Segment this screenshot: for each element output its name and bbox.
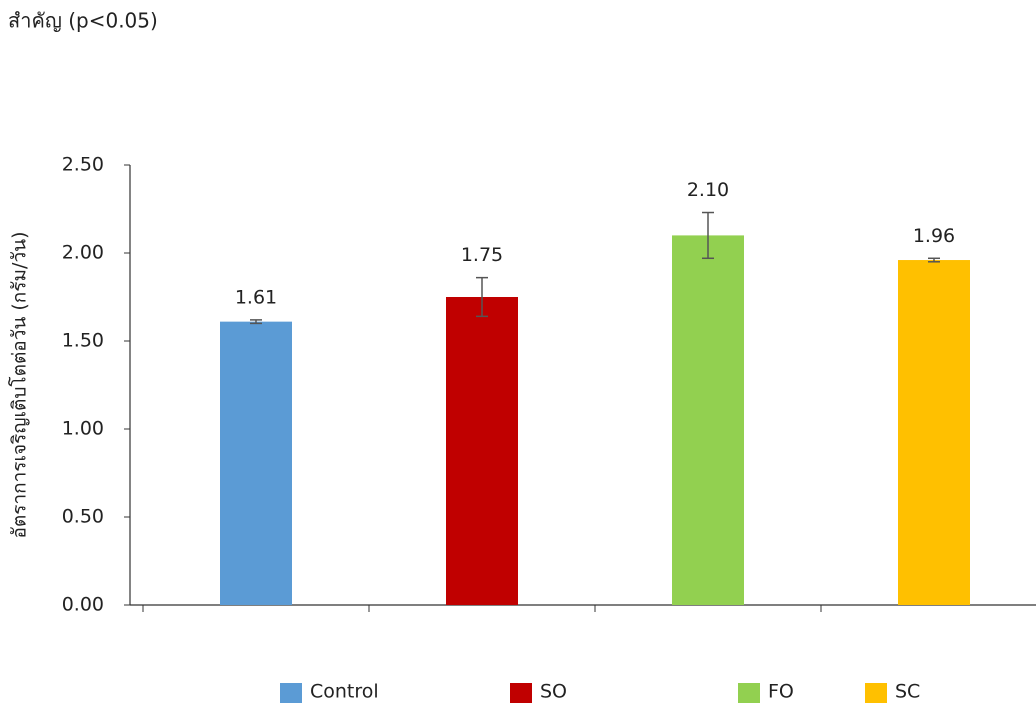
y-tick-label: 0.00 xyxy=(62,594,104,616)
bar xyxy=(446,297,518,605)
legend-label: SO xyxy=(540,681,567,703)
y-tick-label: 2.50 xyxy=(62,154,104,176)
y-tick-label: 1.00 xyxy=(62,418,104,440)
data-label: 2.10 xyxy=(687,179,729,201)
caption: สำคัญ (p<0.05) xyxy=(8,9,158,33)
legend-swatch xyxy=(280,683,302,703)
y-tick-label: 1.50 xyxy=(62,330,104,352)
legend-swatch xyxy=(510,683,532,703)
data-label: 1.75 xyxy=(461,244,503,266)
bar xyxy=(898,260,970,605)
data-label: 1.61 xyxy=(235,286,277,308)
bar xyxy=(220,321,292,605)
bar xyxy=(672,235,744,605)
legend-label: FO xyxy=(768,681,794,703)
legend-swatch xyxy=(865,683,887,703)
y-axis-label: อัตราการเจริญเติบโตต่อวัน (กรัม/วัน) xyxy=(8,231,31,538)
data-label: 1.96 xyxy=(913,225,955,247)
legend-swatch xyxy=(738,683,760,703)
y-tick-label: 2.00 xyxy=(62,242,104,264)
legend-label: SC xyxy=(895,681,920,703)
y-tick-label: 0.50 xyxy=(62,506,104,528)
legend-label: Control xyxy=(310,681,379,703)
